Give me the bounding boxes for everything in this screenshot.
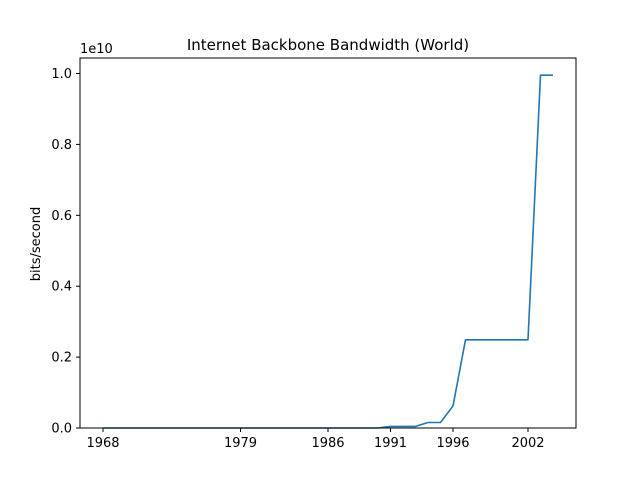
- y-tick-label: 0.2: [51, 351, 72, 366]
- y-offset-label: 1e10: [80, 42, 113, 57]
- plot-area: 0.0 0.2 0.4 0.6 0.8 1.0 1968 1979 1986 1991 1996 20…: [51, 67, 553, 451]
- y-tick-label: 0.0: [51, 422, 72, 437]
- y-axis-title: bits/second: [29, 207, 44, 281]
- x-tick-label: 1968: [86, 436, 119, 451]
- y-tick-label: 1.0: [51, 67, 72, 82]
- plot-frame: [79, 57, 577, 429]
- y-tick-label: 0.4: [51, 280, 72, 295]
- x-tick-label: 1979: [224, 436, 257, 451]
- x-tick-label: 1991: [374, 436, 407, 451]
- y-tick-label: 0.8: [51, 138, 72, 153]
- x-tick-label: 2002: [511, 436, 544, 451]
- series-line: [103, 74, 553, 429]
- x-tick-label: 1996: [436, 436, 469, 451]
- x-tick-label: 1986: [311, 436, 344, 451]
- chart-title: Internet Backbone Bandwidth (World): [187, 36, 469, 54]
- y-tick-label: 0.6: [51, 209, 72, 224]
